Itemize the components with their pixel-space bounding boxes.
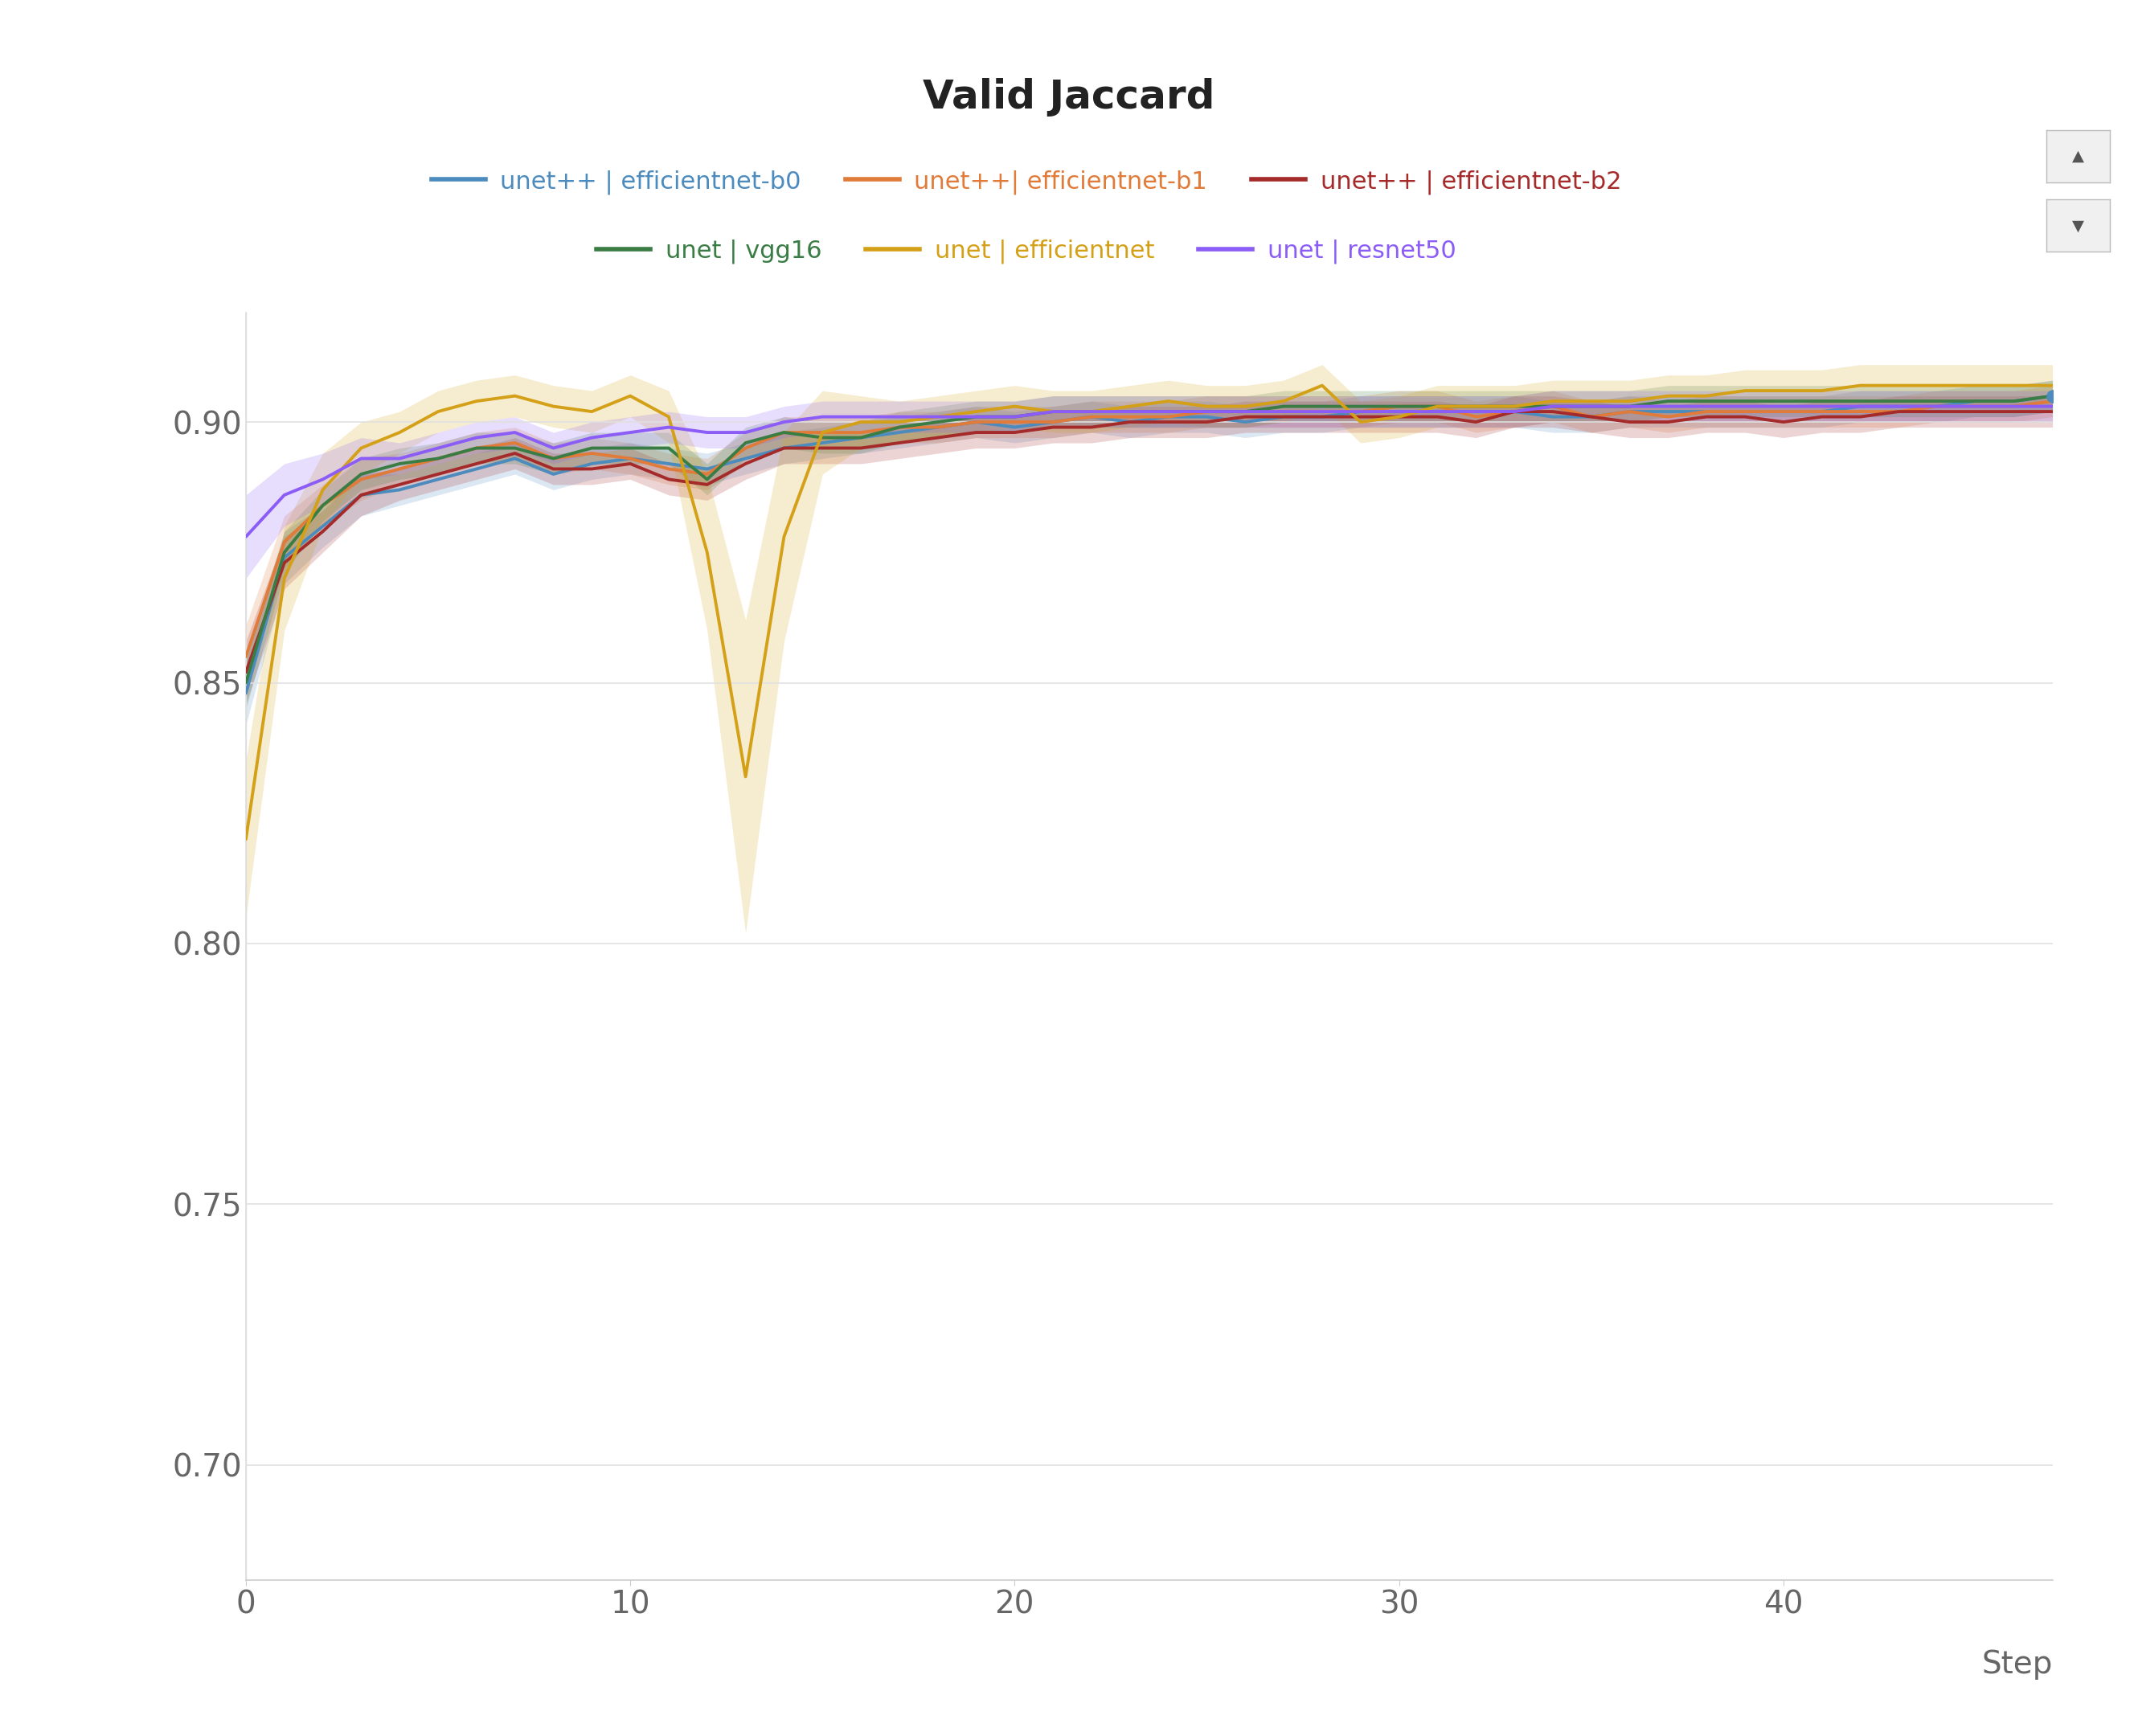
Legend: unet++ | efficientnet-b0, unet++| efficientnet-b1, unet++ | efficientnet-b2: unet++ | efficientnet-b0, unet++| effici…: [421, 160, 1631, 205]
Text: Step: Step: [1982, 1649, 2052, 1680]
Text: ▼: ▼: [2072, 219, 2085, 233]
Point: [2035, 382, 2070, 410]
Legend: unet | vgg16, unet | efficientnet, unet | resnet50: unet | vgg16, unet | efficientnet, unet …: [586, 229, 1467, 274]
Text: ▲: ▲: [2072, 149, 2085, 163]
Text: Valid Jaccard: Valid Jaccard: [924, 78, 1214, 116]
